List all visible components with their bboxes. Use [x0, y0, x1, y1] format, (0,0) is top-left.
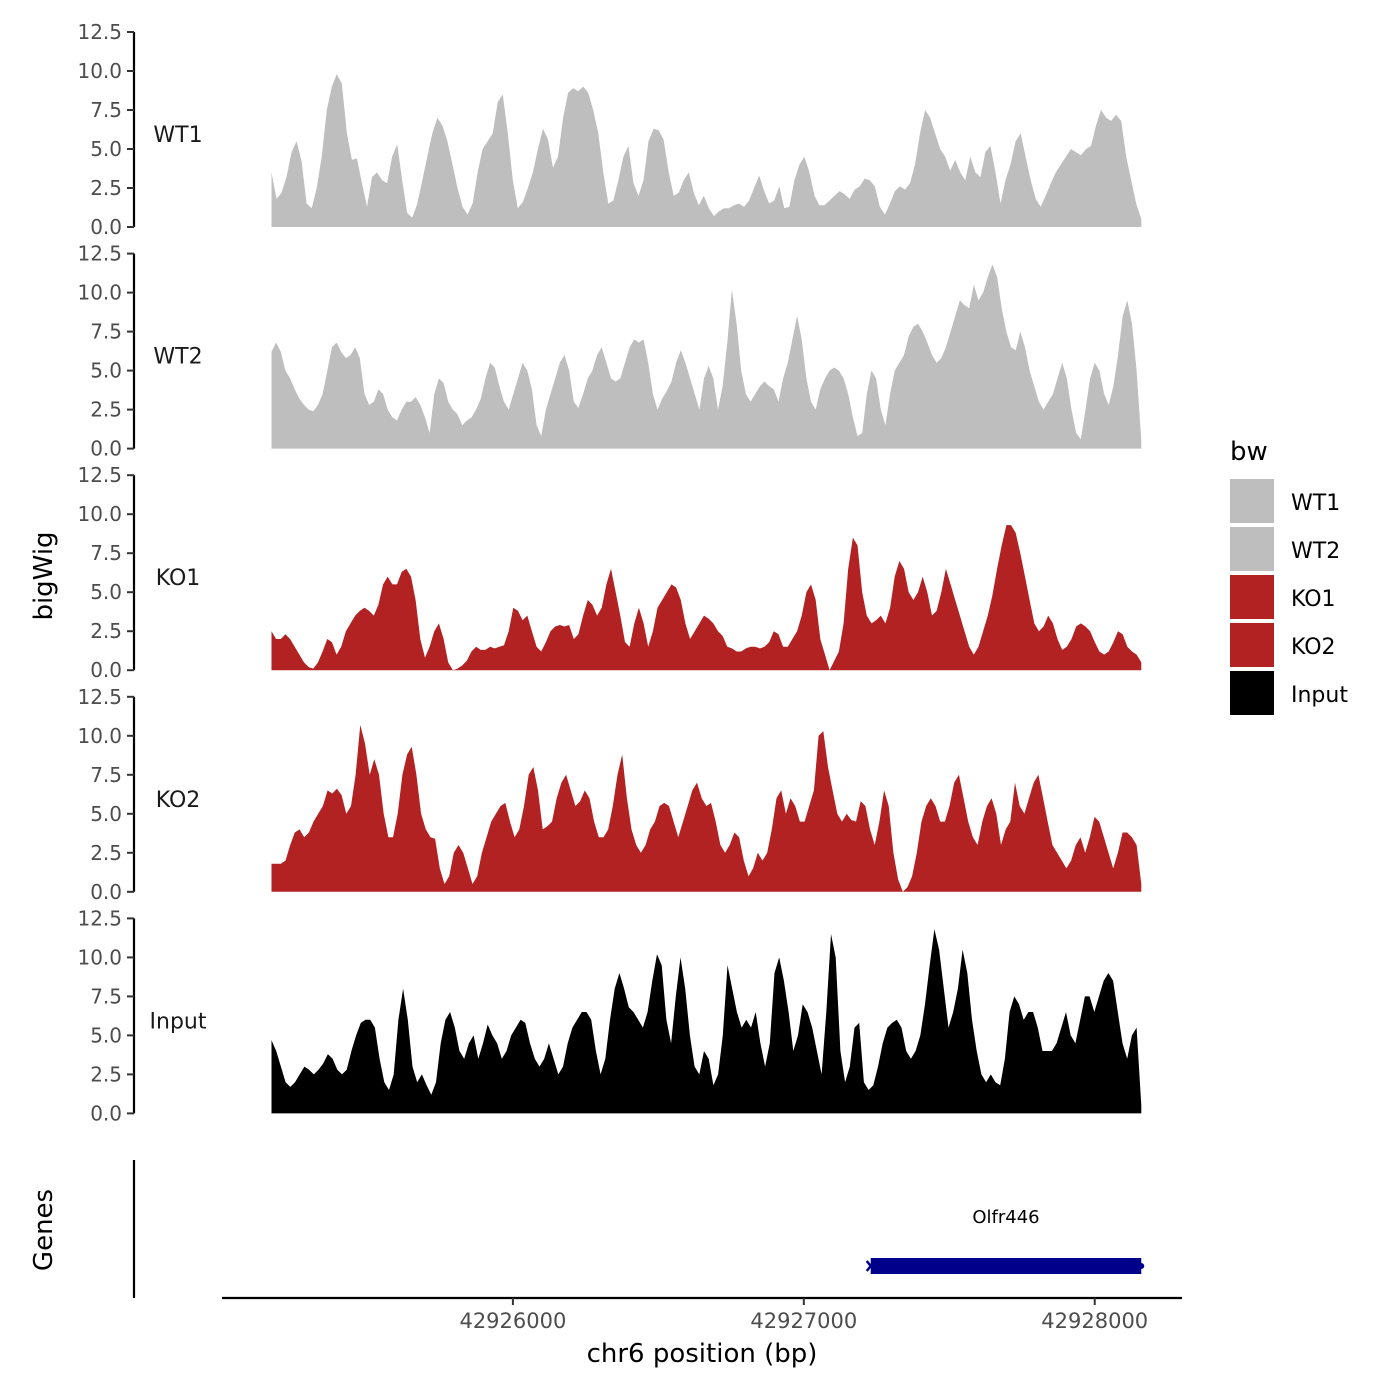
y-tick-label: 5.0	[90, 137, 122, 161]
y-tick-label: 12.5	[77, 906, 122, 930]
x-tick-label: 42927000	[750, 1309, 857, 1333]
track-wt1: 0.0 2.5 5.0 7.5 10.0 12.5 WT1	[77, 20, 1142, 239]
legend-title: bw	[1230, 437, 1268, 467]
y-tick-label: 10.0	[77, 502, 122, 526]
x-tick-label: 42928000	[1041, 1309, 1148, 1333]
y-tick-label: 7.5	[90, 763, 122, 787]
y-tick-label: 0.0	[90, 658, 122, 682]
x-tick-label: 42926000	[459, 1309, 566, 1333]
y-tick-label: 0.0	[90, 880, 122, 904]
y-tick-label: 2.5	[90, 619, 122, 643]
legend-label: WT1	[1291, 491, 1340, 516]
x-axis: 42926000 42927000 42928000	[222, 1296, 1182, 1333]
signal-area	[271, 264, 1142, 449]
legend-swatch	[1230, 479, 1274, 523]
legend-item-ko2: KO2	[1230, 623, 1336, 667]
y-tick-label: 10.0	[77, 945, 122, 969]
signal-area	[271, 74, 1142, 227]
gene-label: Olfr446	[972, 1207, 1039, 1228]
gene-olfr446: Olfr446	[865, 1207, 1145, 1274]
legend-label: KO2	[1291, 635, 1336, 660]
y-tick-label: 0.0	[90, 1101, 122, 1125]
y-tick-label: 12.5	[77, 685, 122, 709]
y-tick-label: 2.5	[90, 176, 122, 200]
y-tick-label: 7.5	[90, 984, 122, 1008]
y-tick-label: 5.0	[90, 802, 122, 826]
legend-swatch	[1230, 623, 1274, 667]
y-tick-label: 10.0	[77, 59, 122, 83]
legend-item-wt2: WT2	[1230, 527, 1340, 571]
legend-label: WT2	[1291, 539, 1340, 564]
legend: WT1 WT2 KO1 KO2 Input	[1230, 479, 1348, 715]
y-tick-label: 12.5	[77, 20, 122, 44]
track-ko2: 0.0 2.5 5.0 7.5 10.0 12.5 KO2	[77, 685, 1142, 904]
track-wt2: 0.0 2.5 5.0 7.5 10.0 12.5 WT2	[77, 242, 1142, 461]
y-tick-label: 2.5	[90, 841, 122, 865]
legend-swatch	[1230, 671, 1274, 715]
signal-tracks: 0.0 2.5 5.0 7.5 10.0 12.5 WT1 0.0 2.5 5.0 7.5 10.0 1…	[77, 20, 1142, 1125]
genes-axis-title: Genes	[29, 1189, 59, 1271]
genes-panel: Olfr446	[132, 1160, 1145, 1298]
legend-item-wt1: WT1	[1230, 479, 1340, 523]
track-ko1: 0.0 2.5 5.0 7.5 10.0 12.5 KO1	[77, 463, 1142, 682]
track-label: KO2	[156, 788, 201, 813]
track-label: Input	[150, 1009, 207, 1034]
x-axis-title: chr6 position (bp)	[587, 1339, 818, 1369]
y-tick-label: 7.5	[90, 98, 122, 122]
y-tick-label: 0.0	[90, 437, 122, 461]
y-tick-label: 2.5	[90, 1062, 122, 1086]
y-tick-label: 12.5	[77, 242, 122, 266]
y-tick-label: 10.0	[77, 281, 122, 305]
legend-item-ko1: KO1	[1230, 575, 1336, 619]
track-label: WT2	[153, 345, 202, 370]
y-tick-label: 5.0	[90, 580, 122, 604]
y-axis-title: bigWig	[29, 531, 59, 620]
signal-area	[271, 525, 1142, 671]
y-tick-label: 5.0	[90, 359, 122, 383]
signal-area	[271, 724, 1142, 892]
track-label: KO1	[156, 566, 201, 591]
y-tick-label: 5.0	[90, 1023, 122, 1047]
track-input: 0.0 2.5 5.0 7.5 10.0 12.5 Input	[77, 906, 1142, 1125]
y-tick-label: 7.5	[90, 541, 122, 565]
y-tick-label: 2.5	[90, 398, 122, 422]
y-tick-label: 12.5	[77, 463, 122, 487]
legend-swatch	[1230, 575, 1274, 619]
legend-label: Input	[1291, 683, 1348, 708]
signal-area	[271, 929, 1142, 1114]
y-tick-label: 7.5	[90, 320, 122, 344]
gene-body	[870, 1258, 1142, 1274]
track-label: WT1	[153, 123, 202, 148]
legend-item-input: Input	[1230, 671, 1348, 715]
gene-end-cap	[1138, 1263, 1145, 1269]
legend-swatch	[1230, 527, 1274, 571]
legend-label: KO1	[1291, 587, 1336, 612]
y-tick-label: 10.0	[77, 724, 122, 748]
strand-arrow-icon	[865, 1260, 876, 1272]
y-tick-label: 0.0	[90, 215, 122, 239]
